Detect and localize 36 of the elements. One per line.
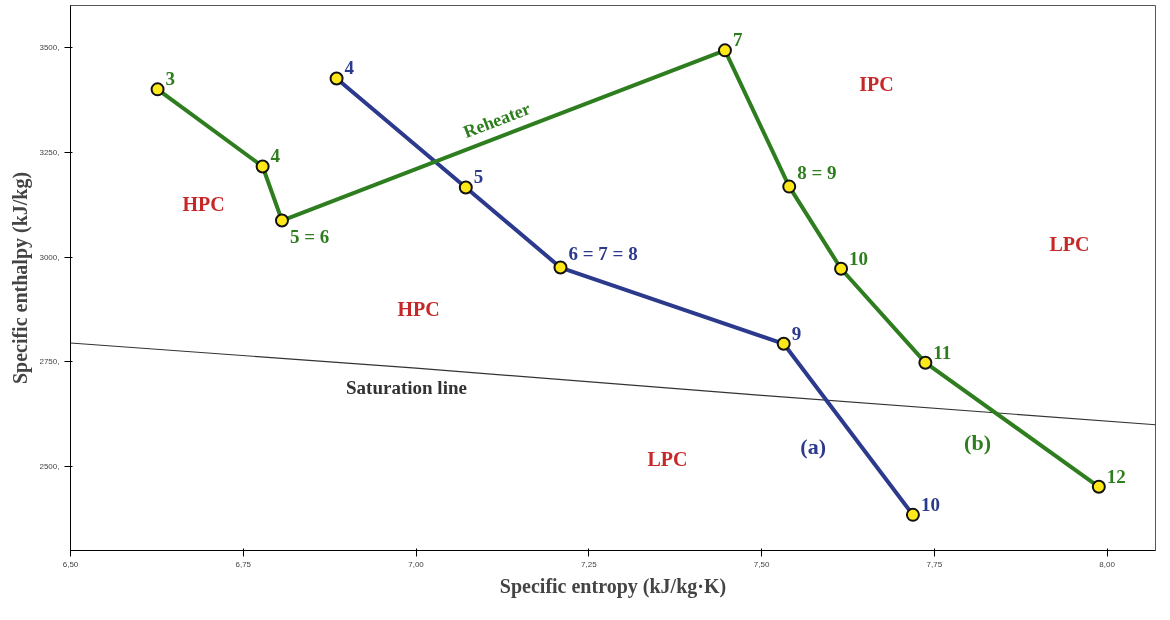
annotation: 5 — [473, 166, 484, 188]
y-axis-title: Specific enthalpy (kJ/kg) — [9, 171, 33, 385]
line-series — [70, 342, 1156, 426]
y-tick-label: 2500, — [39, 462, 60, 472]
y-tick-label: 3000, — [39, 252, 60, 262]
y-tick-label: 2750, — [39, 357, 60, 367]
series-label: (b) — [964, 429, 991, 455]
annotation: 8 = 9 — [797, 161, 837, 183]
series-label: (a) — [800, 434, 826, 460]
annotation: HPC — [182, 192, 225, 215]
annotation: IPC — [859, 72, 894, 95]
x-tick-label: 7,50 — [753, 559, 770, 569]
x-tick-label: 7,25 — [581, 559, 598, 569]
x-axis-title: Specific entropy (kJ/kg·K) — [499, 574, 727, 598]
annotation: 3 — [165, 68, 176, 90]
y-tick-label: 3250, — [39, 147, 60, 157]
annotation: 11 — [933, 341, 952, 363]
annotation: 10 — [849, 247, 869, 269]
annotation: HPC — [397, 297, 440, 320]
annotation: 6 = 7 = 8 — [568, 242, 638, 264]
x-tick-label: 6,75 — [235, 559, 252, 569]
series-label: Saturation line — [346, 377, 467, 399]
annotation: 9 — [791, 322, 802, 344]
annotation: LPC — [1049, 232, 1090, 255]
x-tick-label: 7,75 — [926, 559, 943, 569]
annotation: 4 — [344, 57, 355, 79]
x-tick-label: 6,50 — [62, 559, 79, 569]
annotation: 10 — [920, 493, 940, 515]
y-tick-label: 3500, — [39, 42, 60, 52]
x-tick-label: 8,00 — [1099, 559, 1116, 569]
annotation: 4 — [270, 145, 281, 167]
annotation: 12 — [1106, 465, 1126, 487]
x-tick-label: 7,00 — [408, 559, 425, 569]
annotation: 5 = 6 — [289, 225, 330, 247]
annotation: 7 — [732, 29, 743, 51]
annotation: LPC — [647, 447, 688, 470]
